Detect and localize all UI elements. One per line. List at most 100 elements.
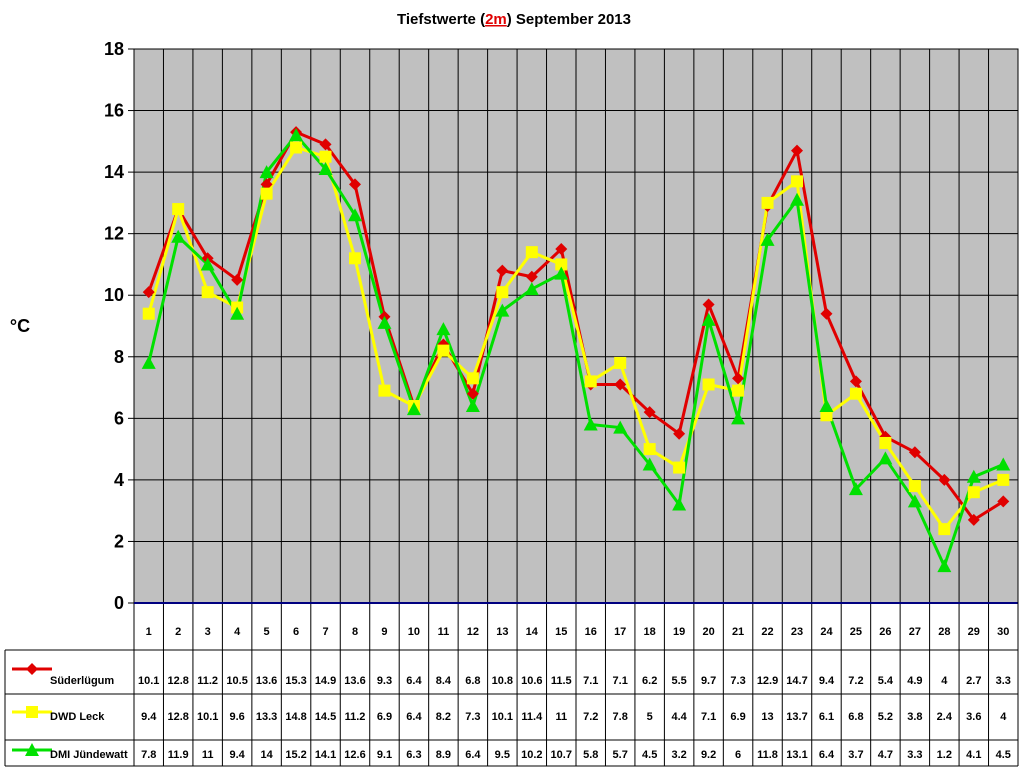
x-tick-label: 12 xyxy=(467,626,479,638)
table-value: 11.2 xyxy=(345,711,366,723)
data-point xyxy=(406,402,421,416)
data-point xyxy=(907,494,922,508)
data-point xyxy=(496,286,509,299)
table-value: 11.4 xyxy=(521,711,543,723)
data-point xyxy=(201,286,214,299)
table-value: 6.8 xyxy=(848,711,863,723)
table-value: 5.2 xyxy=(878,711,893,723)
x-tick-label: 28 xyxy=(938,626,950,638)
table-value: 13.7 xyxy=(786,711,807,723)
data-point xyxy=(790,192,804,206)
table-value: 6.3 xyxy=(406,749,421,761)
data-point xyxy=(938,523,951,536)
data-point xyxy=(732,372,745,385)
x-tick-label: 16 xyxy=(585,626,597,638)
data-point xyxy=(791,175,803,188)
table-value: 4.5 xyxy=(642,749,657,761)
title-part-3: ) September 2013 xyxy=(507,11,631,28)
data-point xyxy=(349,252,361,265)
data-point xyxy=(938,473,951,486)
table-value: 14 xyxy=(260,749,273,761)
table-value: 4.4 xyxy=(671,711,687,723)
x-tick-label: 6 xyxy=(293,626,299,638)
data-point xyxy=(937,559,952,573)
table-value: 8.4 xyxy=(436,675,452,687)
table-value: 9.2 xyxy=(701,749,716,761)
table-value: 1.2 xyxy=(937,749,952,761)
table-value: 14.8 xyxy=(285,711,306,723)
data-point xyxy=(465,399,480,413)
data-point xyxy=(996,457,1011,471)
table-value: 5.4 xyxy=(878,675,894,687)
table-value: 4.1 xyxy=(966,749,981,761)
y-tick-label: 0 xyxy=(114,593,124,613)
table-value: 4.7 xyxy=(878,749,893,761)
data-point xyxy=(673,461,686,474)
table-value: 5.8 xyxy=(583,749,598,761)
table-value: 13.6 xyxy=(256,675,277,687)
legend-marker xyxy=(26,706,38,718)
x-tick-label: 5 xyxy=(264,626,270,638)
data-point xyxy=(848,482,863,496)
y-tick-label: 6 xyxy=(114,408,124,428)
y-tick-label: 8 xyxy=(114,347,124,367)
data-point xyxy=(820,409,833,422)
data-point xyxy=(318,162,333,176)
table-value: 5 xyxy=(647,711,653,723)
x-tick-label: 29 xyxy=(968,626,980,638)
data-point xyxy=(820,307,833,320)
data-point xyxy=(230,306,245,320)
y-tick-label: 10 xyxy=(104,285,124,305)
table-value: 12.8 xyxy=(167,675,188,687)
table-value: 6.8 xyxy=(465,675,480,687)
table-value: 14.1 xyxy=(315,749,336,761)
data-point xyxy=(819,399,834,413)
table-value: 9.4 xyxy=(819,675,835,687)
data-point xyxy=(614,356,627,369)
data-point xyxy=(525,270,538,283)
table-value: 10.2 xyxy=(521,749,542,761)
table-value: 13 xyxy=(761,711,773,723)
x-tick-label: 27 xyxy=(909,626,921,638)
table-value: 10.7 xyxy=(551,749,572,761)
data-point xyxy=(171,229,186,243)
table-value: 3.3 xyxy=(907,749,922,761)
table-value: 13.3 xyxy=(256,711,277,723)
data-point xyxy=(348,208,362,222)
table-value: 4 xyxy=(1000,711,1007,723)
table-value: 7.8 xyxy=(141,749,156,761)
table-value: 9.4 xyxy=(229,749,245,761)
data-point xyxy=(259,165,274,179)
table-value: 4.9 xyxy=(907,675,922,687)
table-value: 6 xyxy=(735,749,741,761)
x-tick-label: 8 xyxy=(352,626,358,638)
data-point xyxy=(525,246,538,259)
y-axis-label: °C xyxy=(10,316,30,336)
x-tick-label: 13 xyxy=(496,626,508,638)
table-value: 8.2 xyxy=(436,711,451,723)
data-table: 1 2 3 4 5 6 7 8 9 10 11 12 13 14 15 16 17 18 19 20 21 22 23 24 2… xyxy=(4,49,1019,767)
data-point xyxy=(555,243,568,256)
table-value: 2.7 xyxy=(966,675,981,687)
table-value: 13.6 xyxy=(344,675,365,687)
y-tick-label: 2 xyxy=(114,531,124,551)
title-part-2: 2m xyxy=(485,11,507,28)
data-point xyxy=(997,473,1010,486)
table-value: 13.1 xyxy=(786,749,807,761)
y-tick-labels: 0 2 4 6 8 10 12 14 16 18 xyxy=(104,39,124,613)
data-point xyxy=(319,138,332,151)
data-point xyxy=(437,344,450,357)
table-value: 8.9 xyxy=(436,749,451,761)
data-point xyxy=(378,384,391,397)
table-value: 4 xyxy=(941,675,948,687)
table-value: 9.6 xyxy=(229,711,244,723)
x-tick-label: 11 xyxy=(438,626,450,638)
data-point xyxy=(377,315,392,329)
data-point xyxy=(613,420,628,434)
table-value: 10.1 xyxy=(492,711,513,723)
y-tick-label: 16 xyxy=(104,101,124,121)
table-value: 14.5 xyxy=(315,711,336,723)
table-value: 7.3 xyxy=(465,711,480,723)
x-tick-label: 14 xyxy=(526,626,539,638)
